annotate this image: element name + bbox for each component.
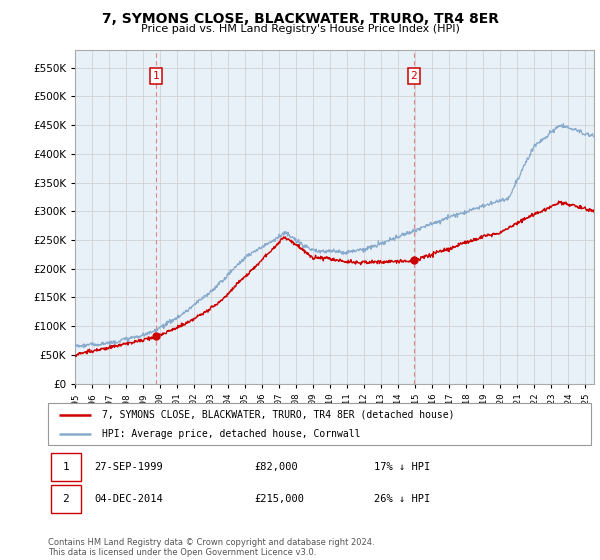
Text: 7, SYMONS CLOSE, BLACKWATER, TRURO, TR4 8ER (detached house): 7, SYMONS CLOSE, BLACKWATER, TRURO, TR4 …: [103, 409, 455, 419]
FancyBboxPatch shape: [51, 453, 80, 481]
Text: 26% ↓ HPI: 26% ↓ HPI: [374, 494, 430, 504]
Text: 2: 2: [62, 494, 69, 504]
Text: 7, SYMONS CLOSE, BLACKWATER, TRURO, TR4 8ER: 7, SYMONS CLOSE, BLACKWATER, TRURO, TR4 …: [101, 12, 499, 26]
Text: Contains HM Land Registry data © Crown copyright and database right 2024.
This d: Contains HM Land Registry data © Crown c…: [48, 538, 374, 557]
FancyBboxPatch shape: [48, 403, 591, 445]
Text: 17% ↓ HPI: 17% ↓ HPI: [374, 462, 430, 472]
Text: 04-DEC-2014: 04-DEC-2014: [94, 494, 163, 504]
Text: 2: 2: [410, 71, 418, 81]
FancyBboxPatch shape: [51, 485, 80, 513]
Text: £215,000: £215,000: [254, 494, 304, 504]
Text: 1: 1: [62, 462, 69, 472]
Text: HPI: Average price, detached house, Cornwall: HPI: Average price, detached house, Corn…: [103, 429, 361, 439]
Text: 1: 1: [152, 71, 159, 81]
Text: Price paid vs. HM Land Registry's House Price Index (HPI): Price paid vs. HM Land Registry's House …: [140, 24, 460, 34]
Text: £82,000: £82,000: [254, 462, 298, 472]
Text: 27-SEP-1999: 27-SEP-1999: [94, 462, 163, 472]
